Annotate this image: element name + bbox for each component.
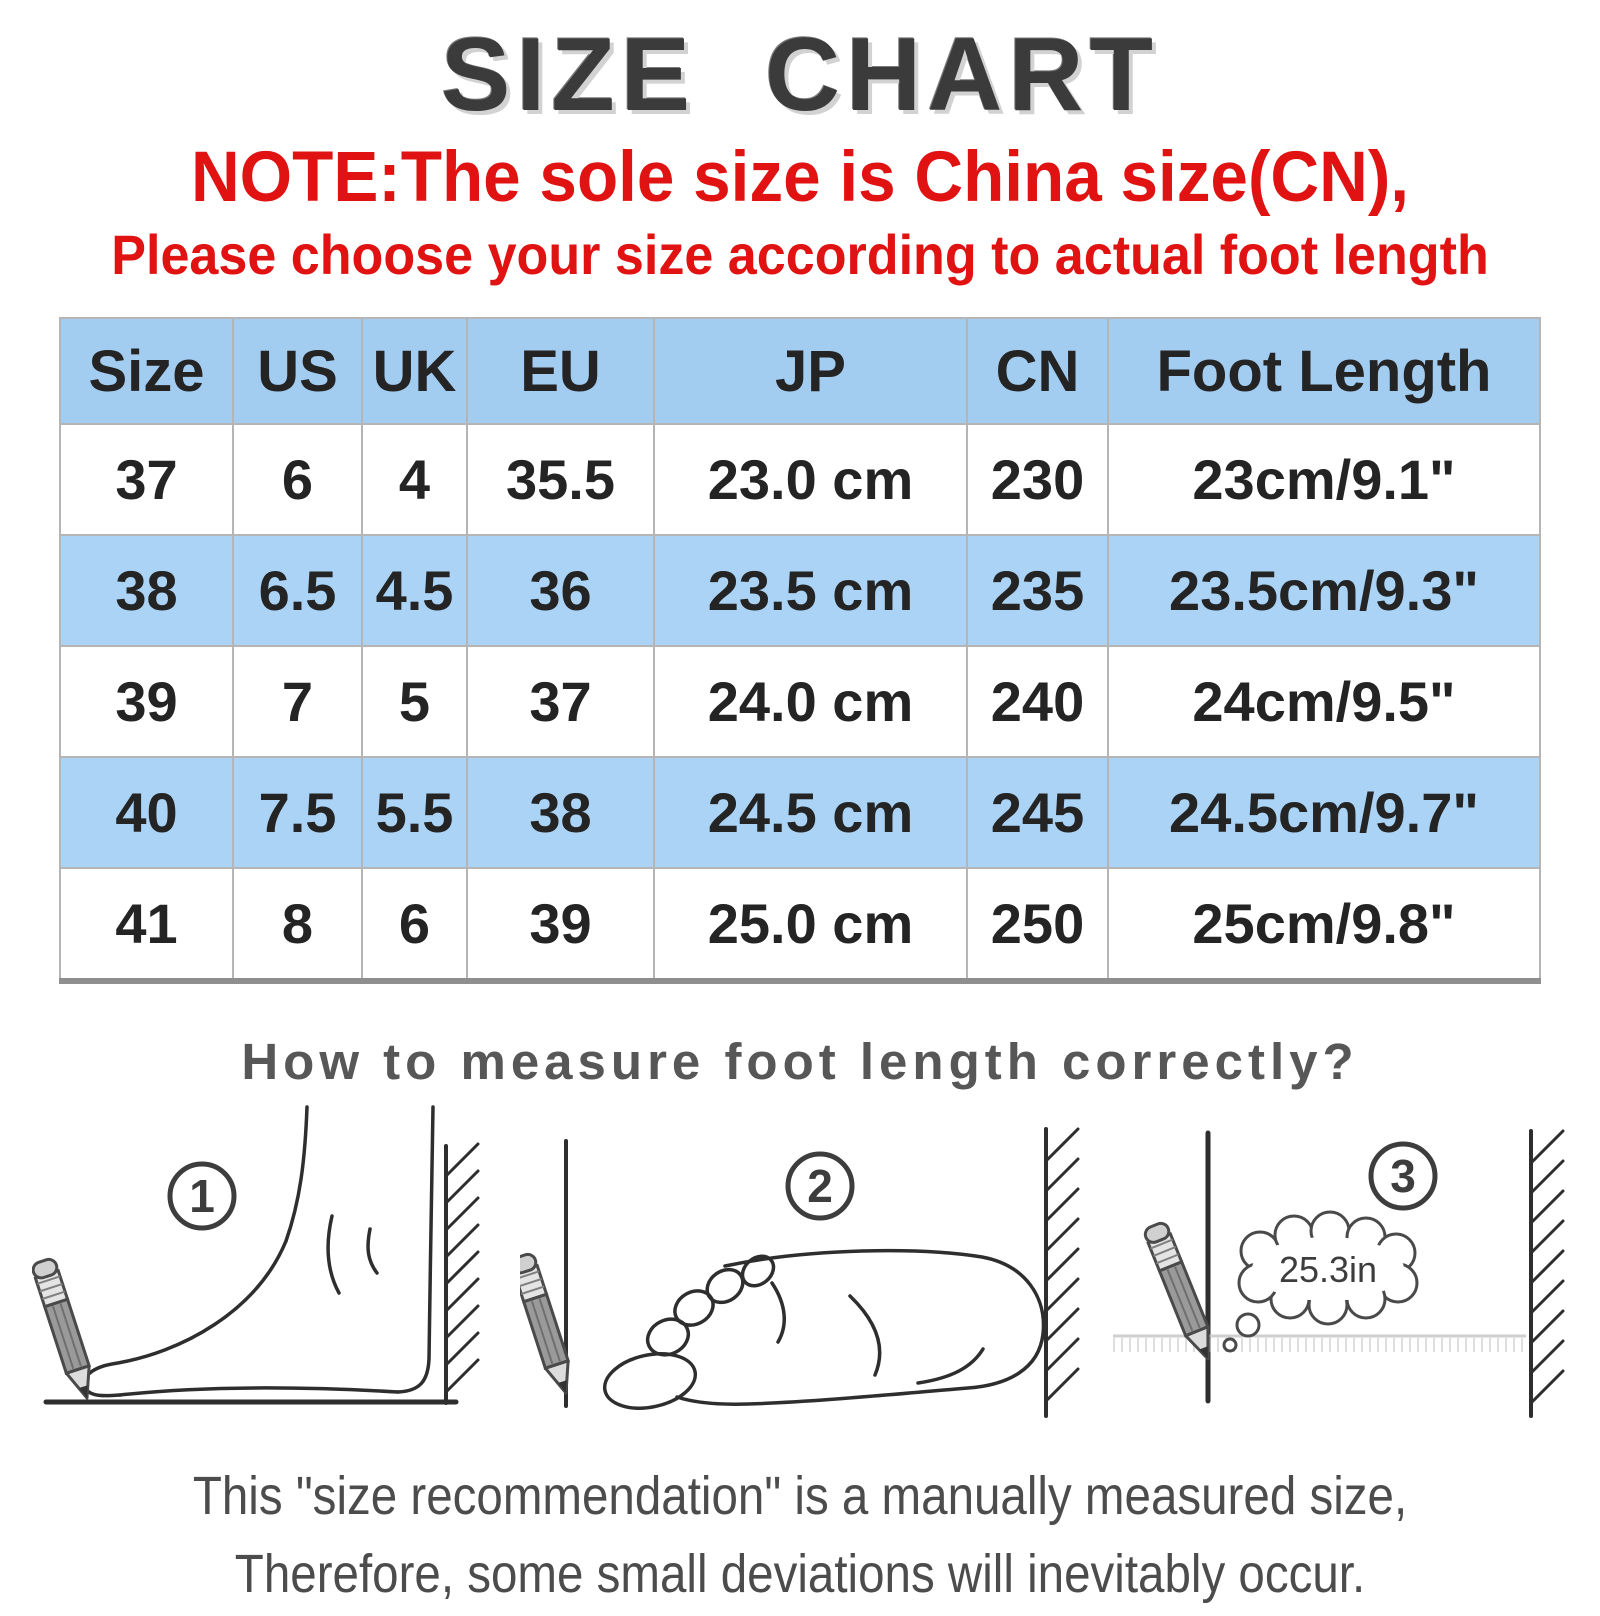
table-cell: 4 <box>361 423 468 536</box>
ankle-crease <box>326 1214 341 1295</box>
table-cell: 6.5 <box>232 534 363 647</box>
wall-hatching <box>1529 1129 1565 1405</box>
step-number: 3 <box>1390 1150 1416 1202</box>
col-header-cn: CN <box>966 317 1109 425</box>
table-cell: 37 <box>466 645 655 758</box>
ruler-icon <box>1113 1334 1526 1352</box>
table-cell: 25cm/9.8" <box>1107 867 1541 982</box>
col-header-foot-length: Foot Length <box>1107 317 1541 425</box>
footer-line-2: Therefore, some small deviations will in… <box>234 1544 1366 1605</box>
sole-crease <box>848 1294 882 1377</box>
footer-line-1: This "size recommendation" is a manually… <box>192 1466 1408 1526</box>
toe <box>740 1254 776 1288</box>
table-cell: 24cm/9.5" <box>1107 645 1541 758</box>
note-line-2: Please choose your size according to act… <box>111 223 1489 286</box>
table-cell: 24.5 cm <box>653 756 968 869</box>
table-cell: 38 <box>466 756 655 869</box>
step-badge: 2 <box>785 1151 855 1221</box>
thought-text: 25.3in <box>1279 1249 1377 1290</box>
table-cell: 23.0 cm <box>653 423 968 536</box>
table-cell: 5 <box>361 645 468 758</box>
foot-sole-illustration: 2 <box>520 1127 1080 1418</box>
ankle-crease <box>366 1227 379 1275</box>
table-cell: 250 <box>966 867 1109 982</box>
table-cell: 23.5cm/9.3" <box>1107 534 1541 647</box>
page-title: SIZE CHART <box>441 17 1159 133</box>
table-cell: 38 <box>59 534 234 647</box>
size-table: Size US UK EU JP CN Foot Length 37 6 4 3… <box>59 317 1541 984</box>
disclaimer: This "size recommendation" is a manually… <box>0 1457 1600 1614</box>
toe <box>673 1289 715 1327</box>
foot-sole-outline <box>602 1248 1046 1410</box>
step-number: 2 <box>807 1160 833 1212</box>
table-cell: 6 <box>232 423 363 536</box>
step-badge: 1 <box>167 1161 237 1231</box>
heel-crease <box>916 1347 985 1385</box>
table-cell: 37 <box>59 423 234 536</box>
step-number: 1 <box>189 1170 215 1222</box>
measure-illustrations: 1 <box>0 1101 1600 1421</box>
table-header-row: Size US UK EU JP CN Foot Length <box>59 317 1541 425</box>
table-cell: 6 <box>361 867 468 982</box>
table-cell: 40 <box>59 756 234 869</box>
table-cell: 245 <box>966 756 1109 869</box>
table-cell: 23.5 cm <box>653 534 968 647</box>
pencil-icon <box>32 1257 92 1400</box>
pencil-icon <box>1143 1221 1210 1361</box>
table-cell: 8 <box>232 867 363 982</box>
size-chart-page: SIZE CHART NOTE:The sole size is China s… <box>0 16 1600 1616</box>
table-cell: 235 <box>966 534 1109 647</box>
col-header-uk: UK <box>361 317 468 425</box>
table-row: 38 6.5 4.5 36 23.5 cm 235 23.5cm/9.3" <box>59 534 1541 647</box>
table-cell: 35.5 <box>466 423 655 536</box>
ruler-measure-illustration: 25.3in 3 <box>1113 1129 1565 1418</box>
table-row: 39 7 5 37 24.0 cm 240 24cm/9.5" <box>59 645 1541 758</box>
foot-side-illustration: 1 <box>32 1105 480 1405</box>
table-cell: 24.5cm/9.7" <box>1107 756 1541 869</box>
table-row: 37 6 4 35.5 23.0 cm 230 23cm/9.1" <box>59 423 1541 536</box>
table-cell: 39 <box>466 867 655 982</box>
thought-bubble <box>1222 1210 1419 1353</box>
wall-hatching <box>444 1142 480 1394</box>
table-cell: 23cm/9.1" <box>1107 423 1541 536</box>
table-cell: 7.5 <box>232 756 363 869</box>
wall-hatching <box>1044 1127 1080 1403</box>
foot-side-outline <box>82 1105 435 1398</box>
table-row: 41 8 6 39 25.0 cm 250 25cm/9.8" <box>59 867 1541 982</box>
table-cell: 240 <box>966 645 1109 758</box>
measure-heading: How to measure foot length correctly? <box>241 1033 1359 1090</box>
big-toe <box>602 1352 698 1410</box>
table-cell: 39 <box>59 645 234 758</box>
table-cell: 24.0 cm <box>653 645 968 758</box>
table-row: 40 7.5 5.5 38 24.5 cm 245 24.5cm/9.7" <box>59 756 1541 869</box>
toe <box>645 1317 691 1357</box>
step-badge: 3 <box>1368 1141 1438 1211</box>
col-header-us: US <box>232 317 363 425</box>
col-header-size: Size <box>59 317 234 425</box>
table-cell: 7 <box>232 645 363 758</box>
table-cell: 230 <box>966 423 1109 536</box>
table-cell: 4.5 <box>361 534 468 647</box>
note-line-1: NOTE:The sole size is China size(CN), <box>190 138 1410 217</box>
table-cell: 25.0 cm <box>653 867 968 982</box>
table-cell: 36 <box>466 534 655 647</box>
table-cell: 5.5 <box>361 756 468 869</box>
col-header-eu: EU <box>466 317 655 425</box>
ball-crease <box>770 1281 786 1344</box>
pencil-icon <box>520 1252 571 1395</box>
col-header-jp: JP <box>653 317 968 425</box>
table-cell: 41 <box>59 867 234 982</box>
toe <box>705 1267 745 1305</box>
